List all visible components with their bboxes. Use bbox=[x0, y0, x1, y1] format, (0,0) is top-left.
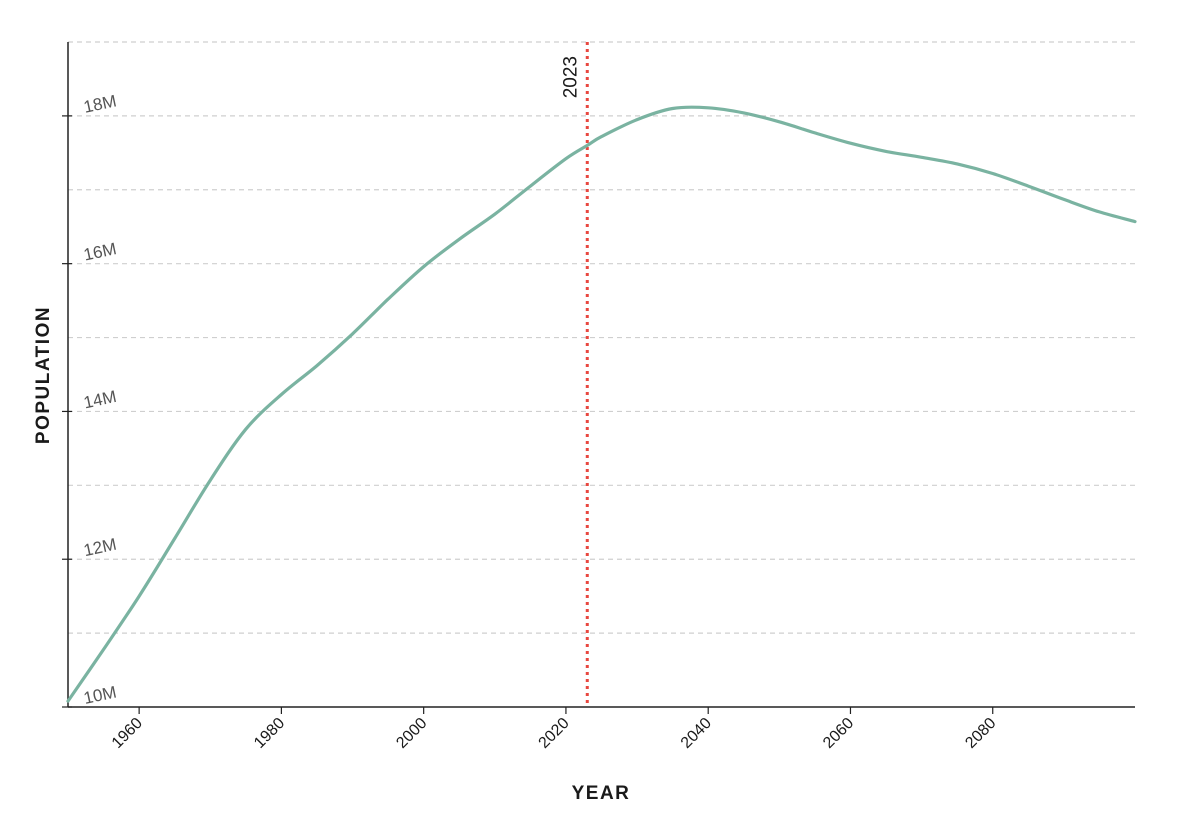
x-ticks: 1960 1980 2000 2020 2040 2060 2080 bbox=[109, 707, 1000, 752]
x-tick-label: 1980 bbox=[251, 715, 288, 752]
series-lines bbox=[66, 105, 1137, 703]
x-tick-label: 2080 bbox=[962, 715, 999, 752]
x-tick-label: 2060 bbox=[820, 715, 857, 752]
x-tick-label: 2040 bbox=[678, 715, 715, 752]
x-axis-title: YEAR bbox=[572, 783, 631, 804]
y-tick-label: 16M bbox=[82, 239, 118, 264]
x-tick-label: 1960 bbox=[109, 715, 146, 752]
x-tick-label: 2000 bbox=[393, 715, 430, 752]
population-line bbox=[66, 105, 1137, 703]
x-tick-label: 2020 bbox=[536, 715, 573, 752]
y-axis-title: POPULATION bbox=[33, 306, 54, 444]
y-tick-label: 18M bbox=[82, 91, 118, 116]
y-ticks: 10M 12M 14M 16M 18M bbox=[62, 91, 118, 708]
reference-line-label: 2023 bbox=[560, 56, 581, 98]
y-tick-label: 10M bbox=[82, 682, 118, 707]
reference-line-group: 2023 bbox=[560, 42, 589, 707]
y-tick-label: 12M bbox=[82, 535, 118, 560]
axes bbox=[67, 42, 1135, 708]
y-tick-label: 14M bbox=[82, 387, 118, 412]
grid-lines bbox=[68, 41, 1135, 634]
